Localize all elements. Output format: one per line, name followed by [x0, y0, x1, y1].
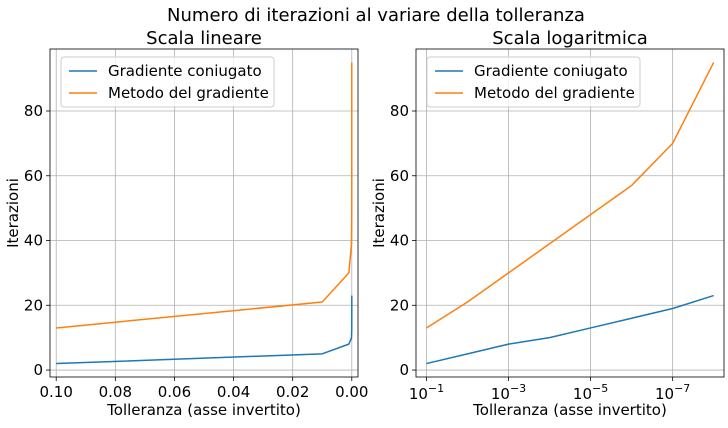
x-tick-label: 10−7	[655, 382, 690, 403]
y-tick-label: 0	[399, 361, 409, 379]
y-tick-label: 80	[24, 102, 43, 120]
y-tick-label: 40	[24, 232, 43, 250]
y-tick-label: 40	[390, 232, 409, 250]
y-axis-label: Iterazioni	[370, 178, 388, 248]
series-line	[56, 62, 353, 329]
legend-label: Gradiente coniugato	[108, 62, 262, 80]
x-tick-label: 0.08	[99, 383, 132, 401]
y-tick-label: 20	[24, 296, 43, 314]
subplot-2: Scala logaritmica 0 20 40 60 80 10−1 10−3 10−5 10…	[370, 28, 725, 419]
axes-frame	[49, 48, 359, 378]
subplot-title: Scala logaritmica	[492, 28, 648, 49]
legend-label: Metodo del gradiente	[108, 84, 269, 102]
x-tick-label: 0.10	[40, 383, 73, 401]
x-tick-label: 0.00	[335, 383, 368, 401]
legend-label: Metodo del gradiente	[474, 84, 635, 102]
axes-frame	[415, 48, 725, 378]
y-tick-label: 20	[390, 296, 409, 314]
y-tick-label: 80	[390, 102, 409, 120]
series-line	[426, 294, 714, 365]
y-tick-label: 60	[24, 167, 43, 185]
y-tick-label: 60	[390, 167, 409, 185]
x-tick-label: 10−1	[409, 382, 444, 403]
subplot-title: Scala lineare	[146, 28, 262, 49]
y-tick-label: 0	[33, 361, 43, 379]
x-tick-label: 0.06	[158, 383, 191, 401]
x-tick-label: 10−3	[491, 382, 526, 403]
x-axis-label: Tolleranza (asse invertito)	[106, 401, 301, 419]
figure-suptitle: Numero di iterazioni al variare della to…	[167, 5, 585, 26]
series-line	[56, 295, 353, 365]
legend-label: Gradiente coniugato	[474, 62, 628, 80]
x-tick-label: 0.02	[276, 383, 309, 401]
legend-box	[60, 56, 275, 108]
x-axis-label: Tolleranza (asse invertito)	[472, 401, 667, 419]
legend-box	[426, 56, 641, 108]
x-tick-label: 10−5	[573, 382, 608, 403]
y-axis-label: Iterazioni	[4, 178, 22, 248]
subplot-1: Scala lineare 0 20 40 60 80 0.10 0.08 0.06 0.04 0.…	[4, 28, 368, 419]
series-line	[426, 62, 715, 329]
x-tick-label: 0.04	[217, 383, 250, 401]
